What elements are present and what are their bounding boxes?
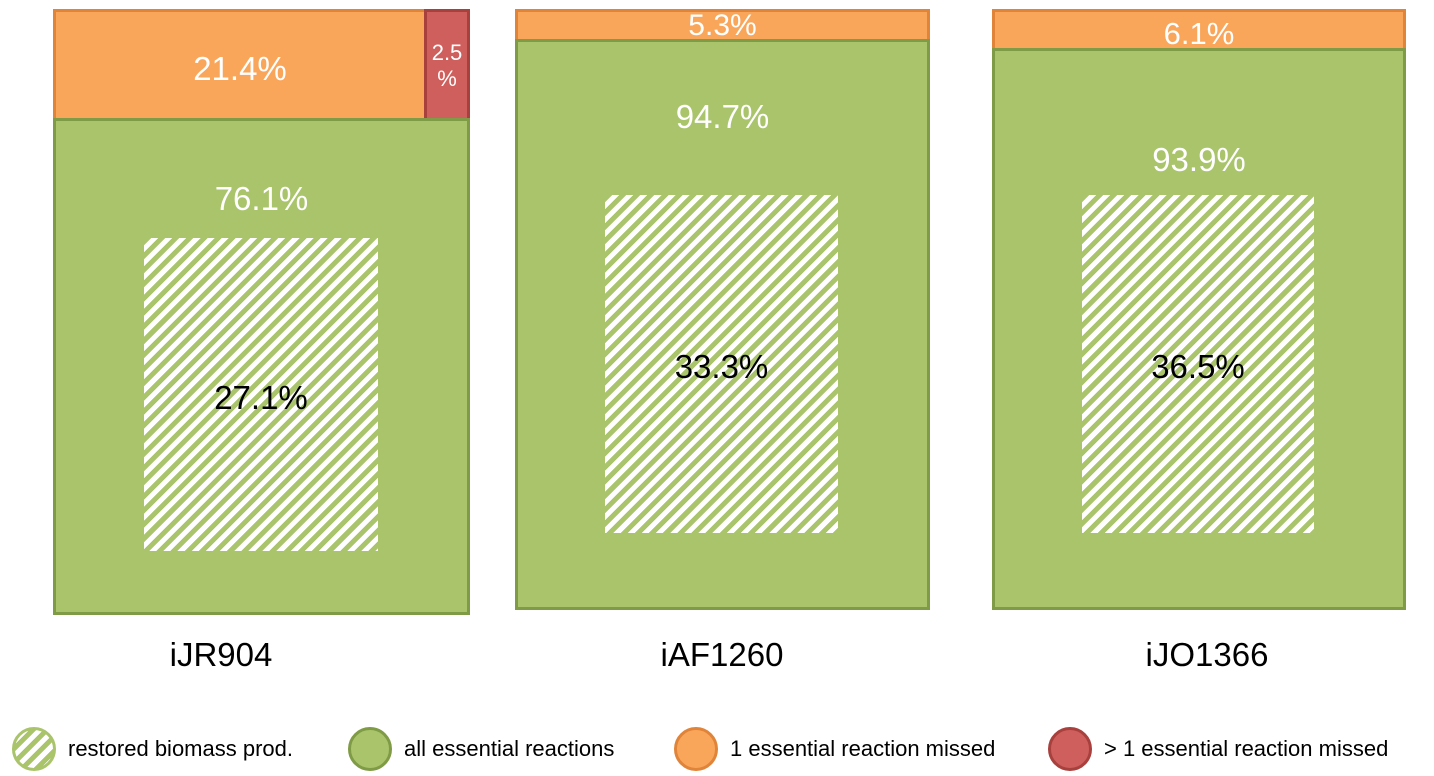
label-iaf1260-all-essential: 94.7% [675,98,770,135]
red-circle-icon [1048,727,1092,771]
label-ijr904-restored: 27.1% [214,379,308,416]
label-ijr904-many-missed-value: 2.5 [431,40,463,65]
bar-iaf1260-restored [604,194,839,534]
model-name-iaf1260: iAF1260 [660,636,784,673]
legend-item-many-missed: > 1 essential reaction missed [1048,724,1388,774]
legend-label-restored: restored biomass prod. [68,736,293,761]
legend-item-all-essential: all essential reactions [348,724,614,774]
bar-ijr904-many-missed [424,9,470,121]
bar-ijo1366-restored [1081,194,1315,534]
label-ijr904-many-missed: 2.5 % [424,40,470,92]
model-name-ijr904: iJR904 [169,636,273,673]
legend-item-restored: restored biomass prod. [12,724,293,774]
label-ijr904-all-essential: 76.1% [214,180,309,217]
model-name-ijo1366: iJO1366 [1145,636,1269,673]
label-iaf1260-one-missed: 5.3% [688,9,757,42]
green-circle-icon [348,727,392,771]
hatched-green-circle-icon [12,727,56,771]
orange-circle-icon [674,727,718,771]
label-ijo1366-all-essential: 93.9% [1152,141,1246,178]
legend-label-one-missed: 1 essential reaction missed [730,736,996,761]
legend-item-one-missed: 1 essential reaction missed [674,724,995,774]
label-iaf1260-restored: 33.3% [674,348,769,385]
label-ijo1366-restored: 36.5% [1151,348,1245,385]
bar-ijo1366-one-missed [992,9,1406,51]
bar-ijr904-one-missed [53,9,427,121]
legend-label-all-essential: all essential reactions [404,736,615,761]
label-ijr904-one-missed: 21.4% [193,50,287,87]
label-ijr904-many-missed-unit: % [437,66,457,91]
label-ijo1366-one-missed: 6.1% [1163,16,1235,51]
bar-ijr904-restored [143,237,379,552]
legend-label-many-missed: > 1 essential reaction missed [1104,736,1389,761]
